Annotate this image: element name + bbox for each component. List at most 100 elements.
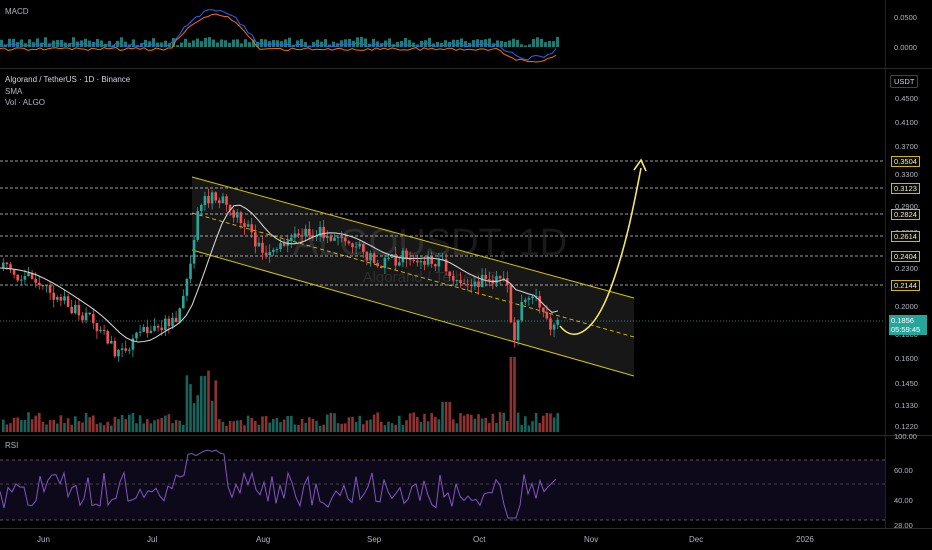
macd-histogram-bar <box>252 39 255 47</box>
volume-bar <box>5 424 9 432</box>
volume-bar <box>387 421 390 432</box>
macd-histogram-bar <box>256 41 259 47</box>
volume-bar <box>106 421 109 432</box>
main-price-axis[interactable] <box>885 69 932 435</box>
volume-bar <box>437 419 441 432</box>
symbol-title: Algorand / TetherUS · 1D · Binance <box>5 75 131 84</box>
candle-body <box>347 241 351 244</box>
macd-histogram-bar <box>36 38 39 47</box>
volume-bar <box>484 417 487 432</box>
volume-series <box>2 357 559 432</box>
level-tag[interactable]: 0.2824 <box>891 209 920 220</box>
volume-bar <box>272 419 275 432</box>
candle-body <box>12 269 16 275</box>
rsi-price-axis[interactable]: 100.00 60.00 40.00 28.00 <box>885 432 932 530</box>
volume-bar <box>347 417 351 432</box>
candle-body <box>63 296 66 301</box>
volume-bar <box>48 420 52 432</box>
volume-bar <box>185 375 189 432</box>
candle-body <box>52 292 55 300</box>
macd-histogram-bar <box>88 40 91 47</box>
volume-bar <box>333 413 336 432</box>
volume-bar <box>419 422 423 432</box>
candle-body <box>365 251 369 261</box>
candle-body <box>34 279 37 283</box>
rsi-pane[interactable]: RSI <box>0 436 885 528</box>
candle-body <box>74 304 77 314</box>
volume-bar <box>516 412 520 432</box>
candle-body <box>549 318 552 330</box>
candle-body <box>340 237 343 239</box>
main-chart-pane[interactable]: Algorand / TetherUS · 1D · Binance SMA V… <box>0 69 885 435</box>
month-label: Aug <box>256 535 271 544</box>
macd-histogram-bar <box>512 38 515 47</box>
volume-bar <box>81 422 84 432</box>
candle-body <box>156 325 160 328</box>
macd-histogram-bar <box>408 40 411 47</box>
macd-histogram-bar <box>84 38 87 47</box>
descending-channel[interactable] <box>191 176 635 377</box>
candle-body <box>434 263 437 267</box>
macd-histogram-bar <box>400 40 403 47</box>
candle-body <box>102 329 106 332</box>
volume-bar <box>462 415 466 432</box>
volume-bar <box>246 415 250 432</box>
currency-button[interactable]: USDT <box>890 75 919 88</box>
volume-bar <box>300 418 304 432</box>
volume-bar <box>340 423 343 432</box>
candle-body <box>192 239 196 264</box>
macd-histogram-bar <box>192 40 195 47</box>
candle-body <box>552 324 556 330</box>
volume-bar <box>63 423 66 432</box>
pane-separator[interactable] <box>0 528 932 529</box>
candle-body <box>372 253 376 263</box>
volume-bar <box>520 425 523 432</box>
level-tag[interactable]: 0.2614 <box>891 231 920 242</box>
macd-histogram-bar <box>220 39 223 47</box>
volume-bar <box>66 418 70 432</box>
macd-histogram-bar <box>500 40 503 47</box>
volume-bar <box>178 420 181 432</box>
macd-histogram-bar <box>20 39 23 47</box>
level-tag[interactable]: 0.3504 <box>891 156 920 167</box>
macd-pane[interactable]: MACD <box>0 0 885 68</box>
price-tick: 0.3300 <box>895 170 918 179</box>
candle-body <box>200 204 203 212</box>
macd-histogram-bar <box>124 41 127 47</box>
level-tag[interactable]: 0.3123 <box>891 183 920 194</box>
volume-bar <box>110 425 113 432</box>
candle-body <box>527 298 531 300</box>
macd-histogram-bar <box>272 40 275 47</box>
candle-body <box>275 249 279 251</box>
volume-bar <box>383 425 387 432</box>
macd-price-axis[interactable]: 0.0500 0.0000 <box>885 0 932 68</box>
pane-separator[interactable] <box>0 68 932 69</box>
last-price-tag[interactable]: 0.1856 05:59:45 <box>889 315 927 335</box>
candle-body <box>308 228 311 236</box>
macd-histogram-bar <box>152 38 155 47</box>
candle-body <box>344 237 347 242</box>
macd-histogram-bar <box>212 39 215 47</box>
volume-bar <box>20 420 23 432</box>
macd-label: MACD <box>5 7 29 16</box>
month-label: Dec <box>689 535 704 544</box>
volume-bar <box>430 413 433 432</box>
volume-bar <box>473 418 477 432</box>
candlestick-series <box>2 188 559 362</box>
candle-body <box>264 252 268 256</box>
volume-bar <box>218 419 221 432</box>
candle-body <box>473 281 477 287</box>
volume-bar <box>426 421 430 432</box>
pane-separator[interactable] <box>0 435 932 436</box>
candle-body <box>416 260 419 263</box>
volume-bar <box>160 418 163 432</box>
chart-canvas[interactable]: ALGOUSDT, 1D Algorand / TetherUS <box>0 0 885 528</box>
macd-histogram-bar <box>188 42 191 47</box>
volume-bar <box>9 423 12 432</box>
volume-bar <box>232 421 235 432</box>
candle-body <box>315 235 318 238</box>
projection-arrow[interactable] <box>559 158 647 335</box>
level-tag[interactable]: 0.2404 <box>891 251 920 262</box>
macd-histogram-bar <box>472 40 475 47</box>
level-tag[interactable]: 0.2144 <box>891 280 920 291</box>
